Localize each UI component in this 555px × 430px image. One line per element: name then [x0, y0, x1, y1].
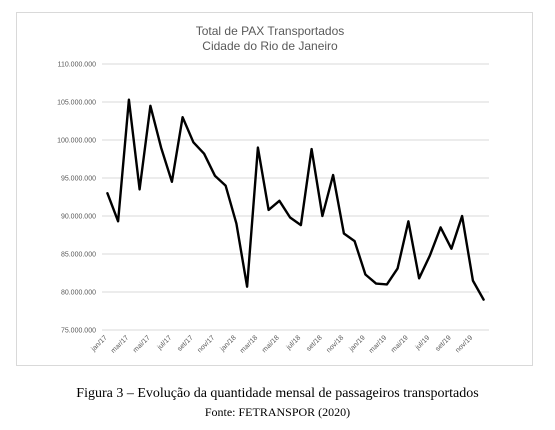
- data-point: [397, 267, 399, 270]
- data-point: [483, 299, 485, 301]
- x-tick-label: jul/18: [285, 334, 303, 352]
- x-tick-label: set/19: [434, 334, 453, 353]
- chart-subtitle: Cidade do Rio de Janeiro: [202, 39, 338, 53]
- data-point: [268, 209, 270, 211]
- gridlines: [102, 63, 489, 331]
- data-point: [386, 283, 388, 285]
- series-layer: [106, 98, 485, 301]
- x-tick-label: jul/17: [156, 334, 174, 352]
- y-tick-label: 105.000.000: [57, 100, 96, 107]
- x-axis-ticks: jan/17 mar/17 mai/17 jul/17 set/17 nov/17 jan/…: [90, 334, 475, 354]
- data-point: [407, 220, 409, 222]
- data-point: [160, 147, 162, 149]
- data-point: [450, 248, 452, 250]
- x-tick-label: jan/18: [219, 334, 238, 353]
- data-point: [225, 185, 227, 187]
- data-point: [139, 188, 141, 190]
- data-point: [364, 273, 366, 276]
- data-point: [332, 174, 334, 176]
- y-tick-label: 100.000.000: [57, 138, 96, 145]
- series-line: [106, 98, 485, 301]
- data-point: [461, 215, 463, 217]
- data-point: [300, 224, 302, 226]
- data-point: [106, 192, 108, 194]
- data-point: [375, 283, 377, 285]
- x-tick-label: jan/17: [90, 334, 109, 353]
- y-axis-ticks: 75.000.000 80.000.000 85.000.000 90.000.000…: [57, 62, 96, 335]
- chart-title: Total de PAX Transportados: [196, 24, 345, 38]
- x-tick-label: mar/17: [110, 334, 130, 354]
- x-tick-label: nov/18: [325, 334, 345, 354]
- x-tick-label: mar/18: [239, 334, 259, 354]
- data-point: [246, 286, 248, 288]
- x-tick-label: jul/19: [414, 334, 432, 352]
- data-point: [235, 223, 237, 225]
- x-tick-label: nov/17: [196, 334, 216, 354]
- y-tick-label: 110.000.000: [58, 62, 97, 69]
- data-point: [192, 141, 194, 143]
- y-tick-label: 90.000.000: [61, 214, 96, 221]
- data-point: [472, 280, 474, 282]
- x-tick-label: mai/17: [132, 334, 152, 354]
- data-point: [257, 147, 259, 149]
- data-point: [117, 220, 119, 222]
- figure-source: Fonte: FETRANSPOR (2020): [204, 405, 351, 419]
- data-point: [203, 153, 205, 155]
- data-point: [440, 226, 442, 228]
- data-point: [429, 254, 431, 257]
- x-tick-label: nov/19: [454, 334, 474, 354]
- y-tick-label: 80.000.000: [61, 290, 96, 297]
- data-point: [214, 175, 216, 177]
- x-tick-label: mar/19: [368, 334, 388, 354]
- data-point: [321, 215, 323, 217]
- data-point: [418, 277, 420, 279]
- figure-caption: Figura 3 – Evolução da quantidade mensal…: [76, 386, 479, 401]
- data-point: [171, 181, 173, 183]
- data-point: [182, 116, 184, 118]
- x-tick-label: jan/19: [348, 334, 367, 353]
- data-point: [149, 105, 151, 107]
- y-tick-label: 75.000.000: [61, 328, 96, 335]
- data-point: [278, 200, 280, 202]
- data-point: [311, 148, 313, 150]
- data-point: [343, 232, 345, 235]
- data-point: [289, 216, 291, 219]
- x-tick-label: mai/18: [261, 334, 281, 354]
- x-tick-label: mai/19: [390, 334, 410, 354]
- chart-frame: Total de PAX Transportados Cidade do Rio…: [16, 12, 533, 366]
- x-tick-label: set/18: [305, 334, 324, 353]
- x-tick-label: set/17: [176, 334, 195, 353]
- data-point: [354, 240, 356, 242]
- line-chart: Total de PAX Transportados Cidade do Rio…: [57, 24, 489, 355]
- y-tick-label: 95.000.000: [61, 176, 96, 183]
- y-tick-label: 85.000.000: [61, 252, 96, 259]
- data-point: [128, 99, 130, 101]
